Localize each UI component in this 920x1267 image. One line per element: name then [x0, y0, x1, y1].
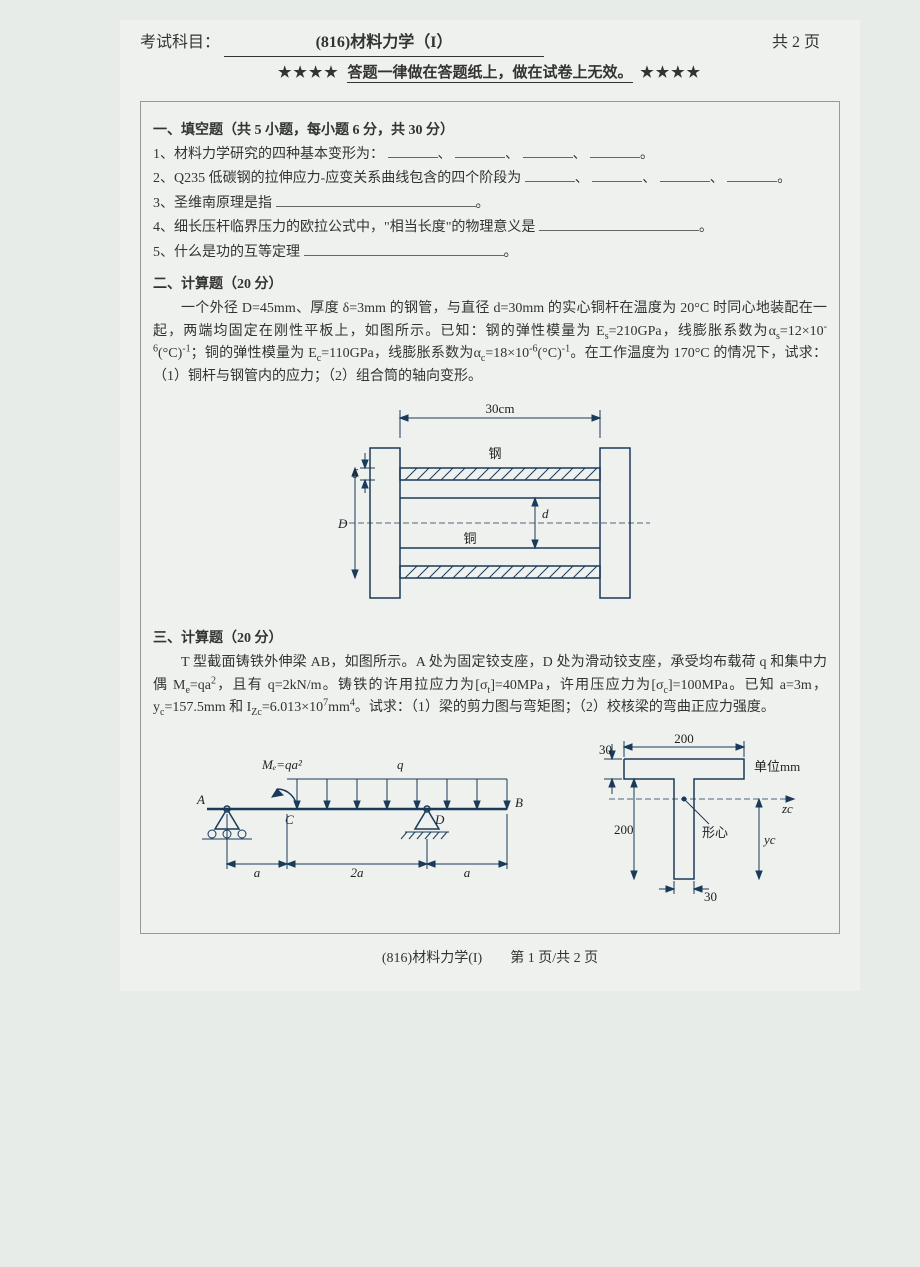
dim-top200: 200	[674, 731, 694, 746]
stars-right: ★★★★	[640, 65, 702, 81]
q3-body: T 型截面铸铁外伸梁 AB，如图所示。A 处为固定铰支座，D 处为滑动铰支座，承…	[153, 652, 827, 719]
subject-value: (816)材料力学（I）	[224, 30, 544, 57]
stars-left: ★★★★	[278, 65, 340, 81]
dim-web200: 200	[614, 822, 634, 837]
label-B: B	[515, 795, 523, 810]
blank	[276, 193, 476, 207]
blank	[590, 144, 640, 158]
label-A: A	[196, 792, 205, 807]
blank	[455, 144, 505, 158]
unit-label: 单位mm	[754, 759, 800, 774]
q3: 3、圣维南原理是指 。	[153, 193, 827, 215]
page-footer: (816)材料力学(I) 第 1 页/共 2 页	[140, 948, 840, 970]
exam-notice: ★★★★ 答题一律做在答题纸上，做在试卷上无效。 ★★★★	[140, 61, 840, 85]
dim-flange30: 30	[599, 742, 612, 757]
q1: 1、材料力学研究的四种基本变形为： 、 、 、 。	[153, 144, 827, 166]
content-area: 一、填空题（共 5 小题，每小题 6 分，共 30 分） 1、材料力学研究的四种…	[140, 101, 840, 935]
figure-tube-assembly: 30cm 钢 铜 d D δ	[300, 398, 680, 618]
figure-beam: Mₑ=qa² q A C D B	[177, 729, 537, 899]
exam-page: 考试科目： (816)材料力学（I） 共 2 页 ★★★★ 答题一律做在答题纸上…	[120, 20, 860, 991]
section3-title: 三、计算题（20 分）	[153, 628, 827, 650]
page-count: 共 2 页	[772, 30, 820, 56]
label-d: d	[542, 506, 549, 521]
figure-row: Mₑ=qa² q A C D B	[153, 729, 827, 909]
q2-body: 一个外径 D=45mm、厚度 δ=3mm 的钢管，与直径 d=30mm 的实心铜…	[153, 298, 827, 388]
blank	[388, 144, 438, 158]
blank	[304, 242, 504, 256]
label-q: q	[397, 757, 404, 772]
dim-a2: a	[463, 865, 470, 880]
label-centroid: 形心	[702, 825, 728, 840]
dim-2a: 2a	[350, 865, 364, 880]
label-copper: 铜	[463, 531, 476, 546]
figure-t-section: zc yc 形心 200 30 200	[584, 729, 804, 909]
blank	[592, 168, 642, 182]
label-Dpt: D	[434, 812, 445, 827]
dim-web30: 30	[704, 889, 717, 904]
blank	[727, 168, 777, 182]
q5: 5、什么是功的互等定理 。	[153, 242, 827, 264]
blank	[660, 168, 710, 182]
blank	[523, 144, 573, 158]
label-Me: Mₑ=qa²	[261, 757, 303, 772]
q4: 4、细长压杆临界压力的欧拉公式中，"相当长度"的物理意义是 。	[153, 217, 827, 239]
blank	[525, 168, 575, 182]
blank	[539, 217, 699, 231]
notice-text: 答题一律做在答题纸上，做在试卷上无效。	[347, 65, 632, 83]
q2: 2、Q235 低碳钢的拉伸应力-应变关系曲线包含的四个阶段为 、 、 、 。	[153, 168, 827, 190]
label-zc: zc	[781, 801, 793, 816]
label-steel: 钢	[488, 446, 501, 461]
subject-label: 考试科目：	[140, 34, 220, 51]
label-yc: yc	[762, 832, 776, 847]
dim-30cm: 30cm	[486, 401, 515, 416]
label-delta: δ	[352, 466, 359, 481]
dim-a1: a	[253, 865, 260, 880]
section2-title: 二、计算题（20 分）	[153, 274, 827, 296]
label-D: D	[337, 516, 348, 531]
load-arrows	[294, 779, 510, 809]
section1-title: 一、填空题（共 5 小题，每小题 6 分，共 30 分）	[153, 120, 827, 142]
page-header: 考试科目： (816)材料力学（I） 共 2 页	[140, 30, 840, 57]
label-C: C	[285, 812, 294, 827]
